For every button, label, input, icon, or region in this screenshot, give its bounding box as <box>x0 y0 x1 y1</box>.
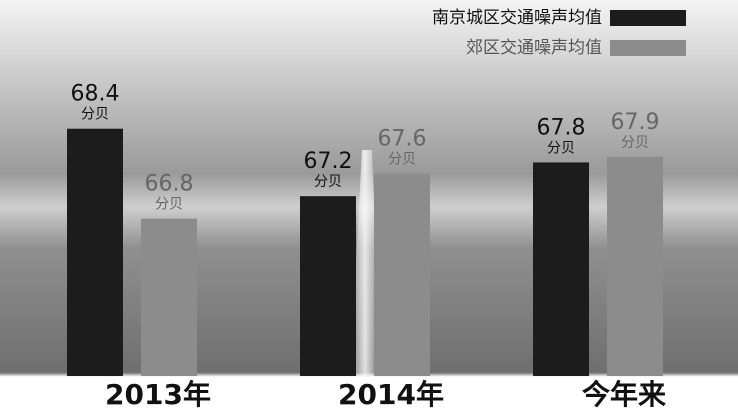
legend-label: 郊区交通噪声均值 <box>466 38 602 58</box>
value-label: 67.9 <box>611 110 660 135</box>
bar <box>300 196 356 376</box>
x-tick-label: 今年来 <box>582 378 666 411</box>
bar <box>607 156 663 376</box>
legend-swatch <box>610 40 686 56</box>
unit-label: 分贝 <box>621 135 649 151</box>
value-label: 67.6 <box>378 127 427 152</box>
value-label: 67.8 <box>537 115 586 140</box>
value-label: 68.4 <box>71 82 120 107</box>
legend-label: 南京城区交通噪声均值 <box>432 8 602 28</box>
unit-label: 分贝 <box>155 197 183 213</box>
bar <box>67 128 123 376</box>
legend-swatch <box>610 10 686 26</box>
unit-label: 分贝 <box>547 140 575 156</box>
x-tick-label: 2013年 <box>105 378 211 411</box>
bar <box>141 218 197 376</box>
bar <box>533 162 589 376</box>
unit-label: 分贝 <box>314 174 342 190</box>
value-label: 67.2 <box>304 149 353 174</box>
bar <box>374 173 430 376</box>
road-line <box>350 150 380 376</box>
x-tick-label: 2014年 <box>338 378 444 411</box>
value-label: 66.8 <box>145 172 194 197</box>
unit-label: 分贝 <box>81 107 109 123</box>
unit-label: 分贝 <box>388 152 416 168</box>
